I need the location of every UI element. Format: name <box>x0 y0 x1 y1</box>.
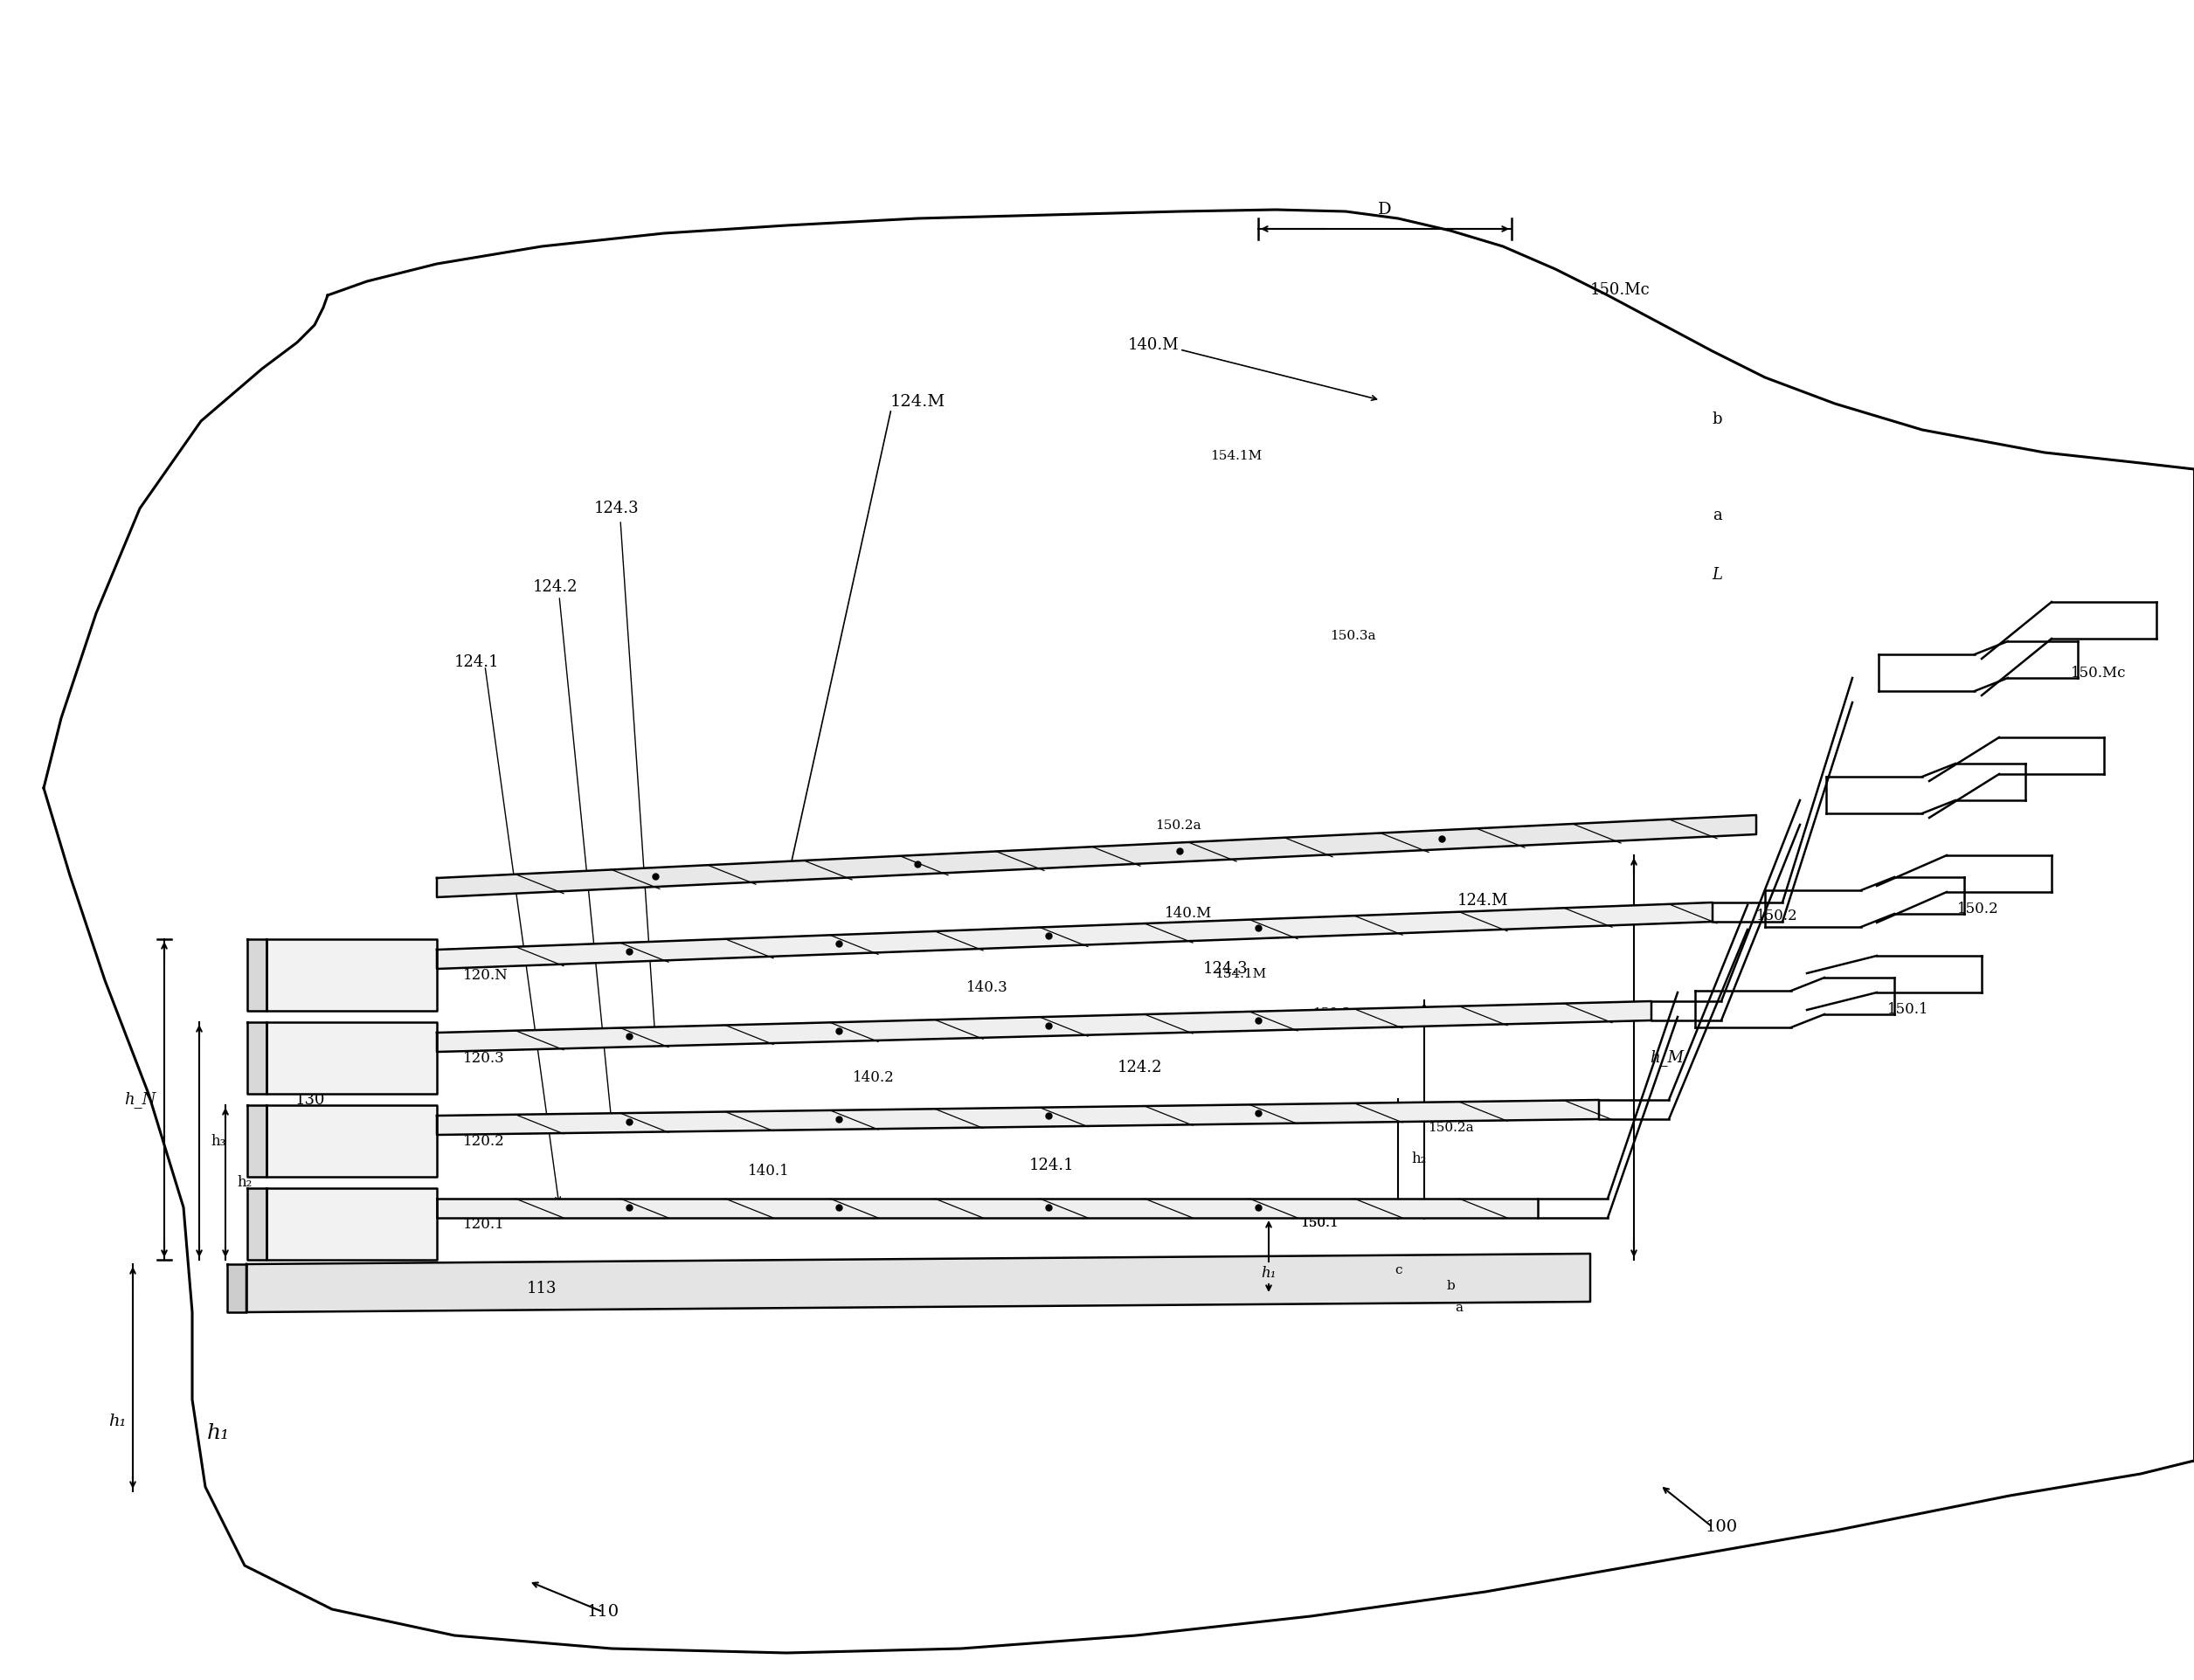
Text: 150.2a: 150.2a <box>1154 820 1200 832</box>
Text: h₃: h₃ <box>211 1134 226 1149</box>
Text: 150.2a: 150.2a <box>1428 1122 1474 1134</box>
Text: 154.1: 154.1 <box>671 1201 709 1213</box>
Text: 150.2: 150.2 <box>1957 900 1999 916</box>
Polygon shape <box>248 939 265 1011</box>
Text: 120.N: 120.N <box>463 968 509 983</box>
Text: 140.3: 140.3 <box>968 979 1009 995</box>
Text: 120.2: 120.2 <box>463 1134 505 1149</box>
Text: 150.2: 150.2 <box>1755 909 1797 922</box>
Text: h_M: h_M <box>1650 1050 1685 1065</box>
Text: 154.2: 154.2 <box>897 1110 937 1124</box>
Text: 124.1: 124.1 <box>454 654 500 670</box>
Polygon shape <box>437 1001 1652 1052</box>
Text: b: b <box>1446 1280 1455 1292</box>
Text: 140.M: 140.M <box>1128 338 1178 353</box>
Text: h₁: h₁ <box>206 1423 230 1443</box>
Text: 130: 130 <box>296 1092 325 1107</box>
Text: 154.1M: 154.1M <box>1215 968 1266 979</box>
Text: 124.3: 124.3 <box>1202 961 1248 976</box>
Text: 124.2: 124.2 <box>1117 1060 1163 1075</box>
Text: 150.1: 150.1 <box>1301 1216 1338 1230</box>
Polygon shape <box>265 939 437 1011</box>
Text: 154.1M: 154.1M <box>1211 450 1262 462</box>
Text: 150.3a: 150.3a <box>1312 1008 1358 1020</box>
Text: 124.M: 124.M <box>891 395 946 410</box>
Text: h₁: h₁ <box>108 1413 125 1430</box>
Polygon shape <box>248 1021 265 1094</box>
Text: 110: 110 <box>586 1604 619 1620</box>
Polygon shape <box>437 1198 1538 1218</box>
Text: c: c <box>1395 1263 1402 1277</box>
Polygon shape <box>265 1105 437 1176</box>
Polygon shape <box>437 902 1714 969</box>
Text: 140.1: 140.1 <box>748 1163 790 1178</box>
Polygon shape <box>265 1021 437 1094</box>
Text: h₂: h₂ <box>1411 1151 1426 1166</box>
Text: L: L <box>1711 566 1722 583</box>
Text: 150.3a: 150.3a <box>1330 630 1376 642</box>
Text: 120.1: 120.1 <box>463 1216 505 1231</box>
Polygon shape <box>248 1188 265 1260</box>
Text: 100: 100 <box>1705 1519 1738 1536</box>
Text: 124.2: 124.2 <box>533 580 577 595</box>
Polygon shape <box>246 1253 1591 1312</box>
Text: h₂: h₂ <box>237 1174 252 1189</box>
Text: 120.3: 120.3 <box>463 1050 505 1065</box>
Text: h₃: h₃ <box>1441 1102 1457 1117</box>
Text: h_N: h_N <box>123 1092 156 1107</box>
Polygon shape <box>265 1188 437 1260</box>
Polygon shape <box>437 815 1755 897</box>
Text: 150.Mc: 150.Mc <box>1591 282 1650 297</box>
Text: D: D <box>1378 202 1391 217</box>
Text: 150.1: 150.1 <box>1887 1001 1929 1016</box>
Text: a: a <box>1711 507 1722 522</box>
Text: 122: 122 <box>336 1050 366 1065</box>
Text: 122: 122 <box>336 1216 366 1231</box>
Text: b: b <box>1711 412 1722 427</box>
Text: 122: 122 <box>336 1132 366 1149</box>
Text: 124.3: 124.3 <box>595 501 638 516</box>
Text: 124.1: 124.1 <box>1029 1158 1075 1173</box>
Text: 154.3: 154.3 <box>1090 1020 1128 1032</box>
Polygon shape <box>228 1263 246 1312</box>
Polygon shape <box>248 1105 265 1176</box>
Text: a: a <box>1455 1302 1463 1314</box>
Text: 150.1: 150.1 <box>1301 1216 1338 1230</box>
Text: h₁: h₁ <box>1262 1265 1277 1280</box>
Text: 124.M: 124.M <box>1457 892 1509 909</box>
Text: 113: 113 <box>527 1280 557 1297</box>
Polygon shape <box>437 1100 1599 1136</box>
Text: 150.Mc: 150.Mc <box>2071 665 2126 680</box>
Text: 140.M: 140.M <box>1165 906 1211 921</box>
Text: 140.2: 140.2 <box>853 1070 895 1085</box>
